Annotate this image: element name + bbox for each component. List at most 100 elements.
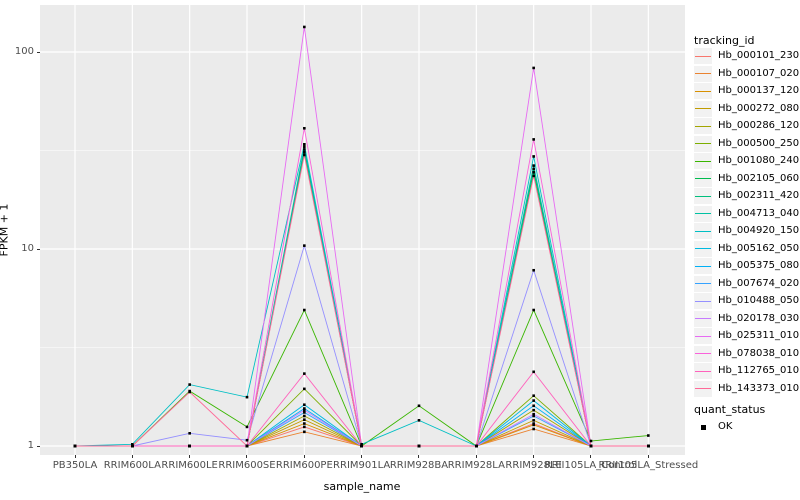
data-point — [303, 244, 306, 247]
legend-entry-label: Hb_005375_080 — [718, 260, 800, 271]
x-tick — [647, 455, 649, 458]
legend-key — [694, 240, 712, 257]
legend-key — [694, 363, 712, 379]
legend-line-swatch-icon — [695, 388, 711, 390]
legend-key — [694, 170, 712, 187]
legend-entry-label: Hb_078038_010 — [718, 347, 800, 359]
data-point — [532, 399, 535, 402]
data-point — [188, 444, 191, 448]
x-tick-label: RRIM928LA — [447, 460, 505, 471]
x-tick — [74, 455, 76, 458]
data-point — [245, 425, 249, 429]
legend-key — [694, 153, 712, 169]
data-point — [303, 422, 306, 425]
data-point — [303, 308, 306, 312]
legend-line-swatch-icon — [695, 335, 711, 337]
legend-key — [694, 205, 712, 222]
data-point — [532, 268, 535, 272]
data-point — [303, 418, 306, 421]
data-point — [245, 444, 249, 448]
plot-panel — [40, 5, 685, 455]
legend-line-swatch-icon — [695, 143, 711, 145]
x-tick — [590, 455, 592, 458]
legend-entry-label: Hb_000500_250 — [718, 137, 800, 149]
data-point — [303, 403, 306, 407]
legend-entry-label: Hb_001080_240 — [718, 155, 800, 166]
data-point — [475, 444, 478, 448]
legend-key — [694, 275, 712, 292]
legend-key — [694, 83, 712, 99]
data-point — [131, 443, 134, 446]
legend-key — [694, 188, 712, 204]
x-tick-label: PB350LA — [52, 460, 98, 471]
y-tick — [37, 445, 40, 447]
legend-line-swatch-icon — [695, 160, 711, 162]
legend-line-swatch-icon — [695, 265, 711, 267]
data-point — [532, 174, 535, 178]
data-point — [131, 444, 134, 448]
data-point — [188, 390, 191, 394]
legend-key — [694, 258, 712, 274]
data-point — [532, 394, 535, 398]
legend-entry-label: Hb_004713_040 — [718, 207, 800, 219]
data-point — [303, 148, 306, 151]
x-tick — [361, 455, 363, 458]
legend-entry-label: Hb_020178_030 — [718, 312, 800, 324]
x-tick-label: RRII105LA_Control — [544, 460, 638, 471]
data-point — [647, 444, 650, 448]
legend-key — [694, 328, 712, 344]
data-point — [303, 414, 306, 418]
data-point — [532, 370, 535, 374]
legend-line-swatch-icon — [695, 283, 711, 285]
data-point — [532, 66, 535, 70]
data-point — [532, 419, 535, 422]
legend-key — [694, 118, 712, 134]
data-point — [303, 145, 306, 149]
data-point — [73, 444, 77, 448]
data-point — [303, 25, 306, 29]
legend-key — [694, 380, 712, 397]
x-axis-title: sample_name — [323, 480, 401, 493]
data-point — [532, 164, 535, 167]
data-point — [188, 432, 191, 435]
legend-key — [694, 223, 712, 239]
legend-entry-label: Hb_004920_150 — [718, 225, 800, 236]
legend: tracking_id Hb_000101_230 Hb_000107_020 Hb… — [694, 0, 800, 500]
x-tick — [303, 455, 305, 458]
y-tick — [37, 51, 40, 53]
x-tick — [533, 455, 535, 458]
legend-entry-label: Hb_000137_120 — [718, 85, 800, 96]
data-point — [589, 444, 593, 448]
data-point — [303, 425, 306, 429]
data-point — [532, 404, 535, 408]
legend-line-swatch-icon — [695, 55, 711, 57]
legend-entry-label: OK — [718, 421, 733, 432]
data-point — [303, 372, 306, 375]
legend-line-swatch-icon — [695, 353, 711, 355]
data-point — [303, 126, 306, 130]
data-point — [532, 155, 535, 158]
black-square-point-icon — [701, 425, 706, 430]
legend-entry-label: Hb_005162_050 — [718, 242, 800, 254]
data-point — [245, 395, 249, 399]
legend-entry-label: Hb_112765_010 — [718, 365, 800, 376]
data-point — [417, 419, 421, 422]
data-point — [417, 444, 421, 448]
legend-key — [694, 293, 712, 309]
legend-line-swatch-icon — [695, 108, 711, 110]
x-tick-label: RRII105LA_Stressed — [598, 460, 699, 471]
data-point — [532, 423, 535, 427]
data-point — [589, 439, 593, 443]
data-point — [303, 408, 306, 412]
legend-line-swatch-icon — [695, 178, 711, 180]
data-point — [532, 408, 535, 412]
legend-key — [694, 345, 712, 362]
data-point — [532, 138, 535, 141]
legend-entry-label: Hb_002105_060 — [718, 172, 800, 184]
data-point — [532, 414, 535, 418]
data-point — [417, 404, 421, 408]
legend-line-swatch-icon — [695, 73, 711, 75]
x-tick-label: RRIM928LE — [505, 460, 562, 471]
x-tick — [475, 455, 477, 458]
y-tick — [37, 248, 40, 250]
